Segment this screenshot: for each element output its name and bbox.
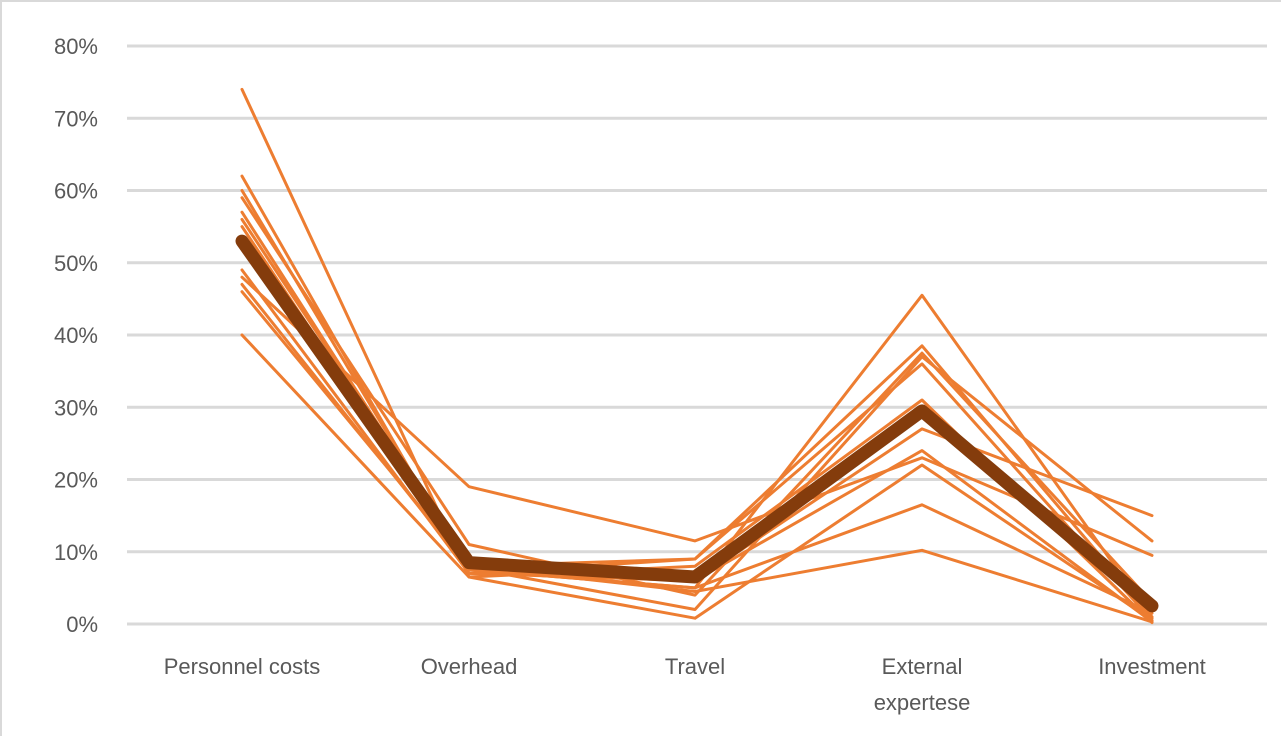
series-line-9	[240, 275, 1154, 557]
x-category-label-line: Overhead	[421, 654, 518, 679]
x-category-label-line: Personnel costs	[164, 654, 321, 679]
y-tick-label: 0%	[66, 612, 98, 637]
x-category-label-line: expertese	[874, 690, 971, 715]
y-tick-label: 60%	[54, 179, 98, 204]
x-axis-categories: Personnel costs Overhead Travel External exp…	[164, 654, 1206, 715]
y-tick-label: 50%	[54, 251, 98, 276]
x-category-label: External expertese	[874, 654, 971, 715]
y-axis-ticks: 0% 10% 20% 30% 40% 50% 60% 70% 80%	[54, 34, 98, 637]
x-category-label: Overhead	[421, 654, 518, 679]
x-category-label: Investment	[1098, 654, 1206, 679]
series-line-12	[240, 333, 1154, 622]
series-line-11	[240, 290, 1154, 624]
x-category-label-line: Travel	[665, 654, 725, 679]
y-tick-label: 80%	[54, 34, 98, 59]
series-line-4	[240, 196, 1154, 604]
y-tick-label: 70%	[54, 106, 98, 131]
x-category-label: Personnel costs	[164, 654, 321, 679]
x-category-label: Travel	[665, 654, 725, 679]
y-tick-label: 30%	[54, 395, 98, 420]
series-line-1	[240, 87, 1154, 625]
x-category-label-line: Investment	[1098, 654, 1206, 679]
y-tick-label: 10%	[54, 540, 98, 565]
y-tick-label: 40%	[54, 323, 98, 348]
series-line-average	[235, 234, 1159, 613]
y-tick-label: 20%	[54, 468, 98, 493]
series-lines	[235, 87, 1159, 625]
x-category-label-line: External	[882, 654, 963, 679]
